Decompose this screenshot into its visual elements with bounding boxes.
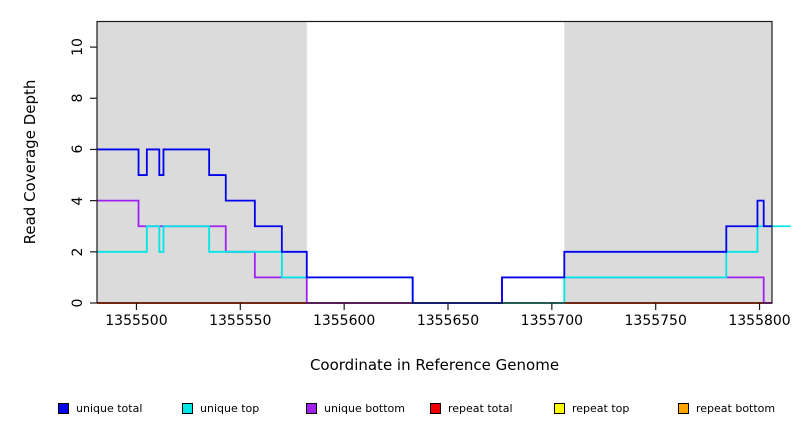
legend-label: repeat top [572,401,630,415]
x-tick-label: 1355700 [520,313,584,329]
x-axis-title: Coordinate in Reference Genome [309,356,560,374]
legend-item-unique-top: unique top [182,396,259,420]
x-tick-label: 1355500 [105,313,168,329]
legend-label: unique total [76,401,143,415]
plot-box [96,20,773,304]
legend-item-repeat-bottom: repeat bottom [678,396,775,420]
y-tick-label: 0 [70,298,86,308]
y-tick-label: 6 [70,144,86,154]
y-axis-title-text: Read Coverage Depth [21,79,39,245]
legend-label: repeat bottom [696,401,776,415]
repeat-region [564,21,772,303]
y-tick-label: 4 [70,196,86,206]
legend-item-unique-bottom: unique bottom [306,396,405,420]
legend-item-repeat-total: repeat total [430,396,513,420]
x-tick-label: 1355750 [624,313,687,329]
legend-item-unique-total: unique total [58,396,142,420]
x-tick-label: 1355650 [416,313,480,329]
x-tick-label: 1355550 [209,313,272,329]
y-tick-label: 10 [70,38,86,56]
legend-swatch-icon [306,402,317,414]
series-line-unique-top [97,225,791,304]
chart-legend: unique total unique top unique bottom repea… [0,396,792,420]
legend-swatch-icon [182,402,193,414]
x-tick-label: 1355800 [728,313,791,329]
x-tick-label: 1355600 [312,313,376,329]
legend-label: unique top [200,401,260,415]
legend-item-repeat-top: repeat top [554,396,629,420]
legend-swatch-icon [58,402,69,414]
legend-swatch-icon [430,402,441,414]
legend-swatch-icon [554,402,565,414]
legend-swatch-icon [678,402,689,414]
repeat-region [97,21,307,303]
legend-label: unique bottom [324,401,406,415]
y-tick-label: 8 [70,93,86,103]
series-line-unique-total [97,148,772,304]
y-tick-label: 2 [70,247,86,257]
legend-label: repeat total [448,401,513,415]
